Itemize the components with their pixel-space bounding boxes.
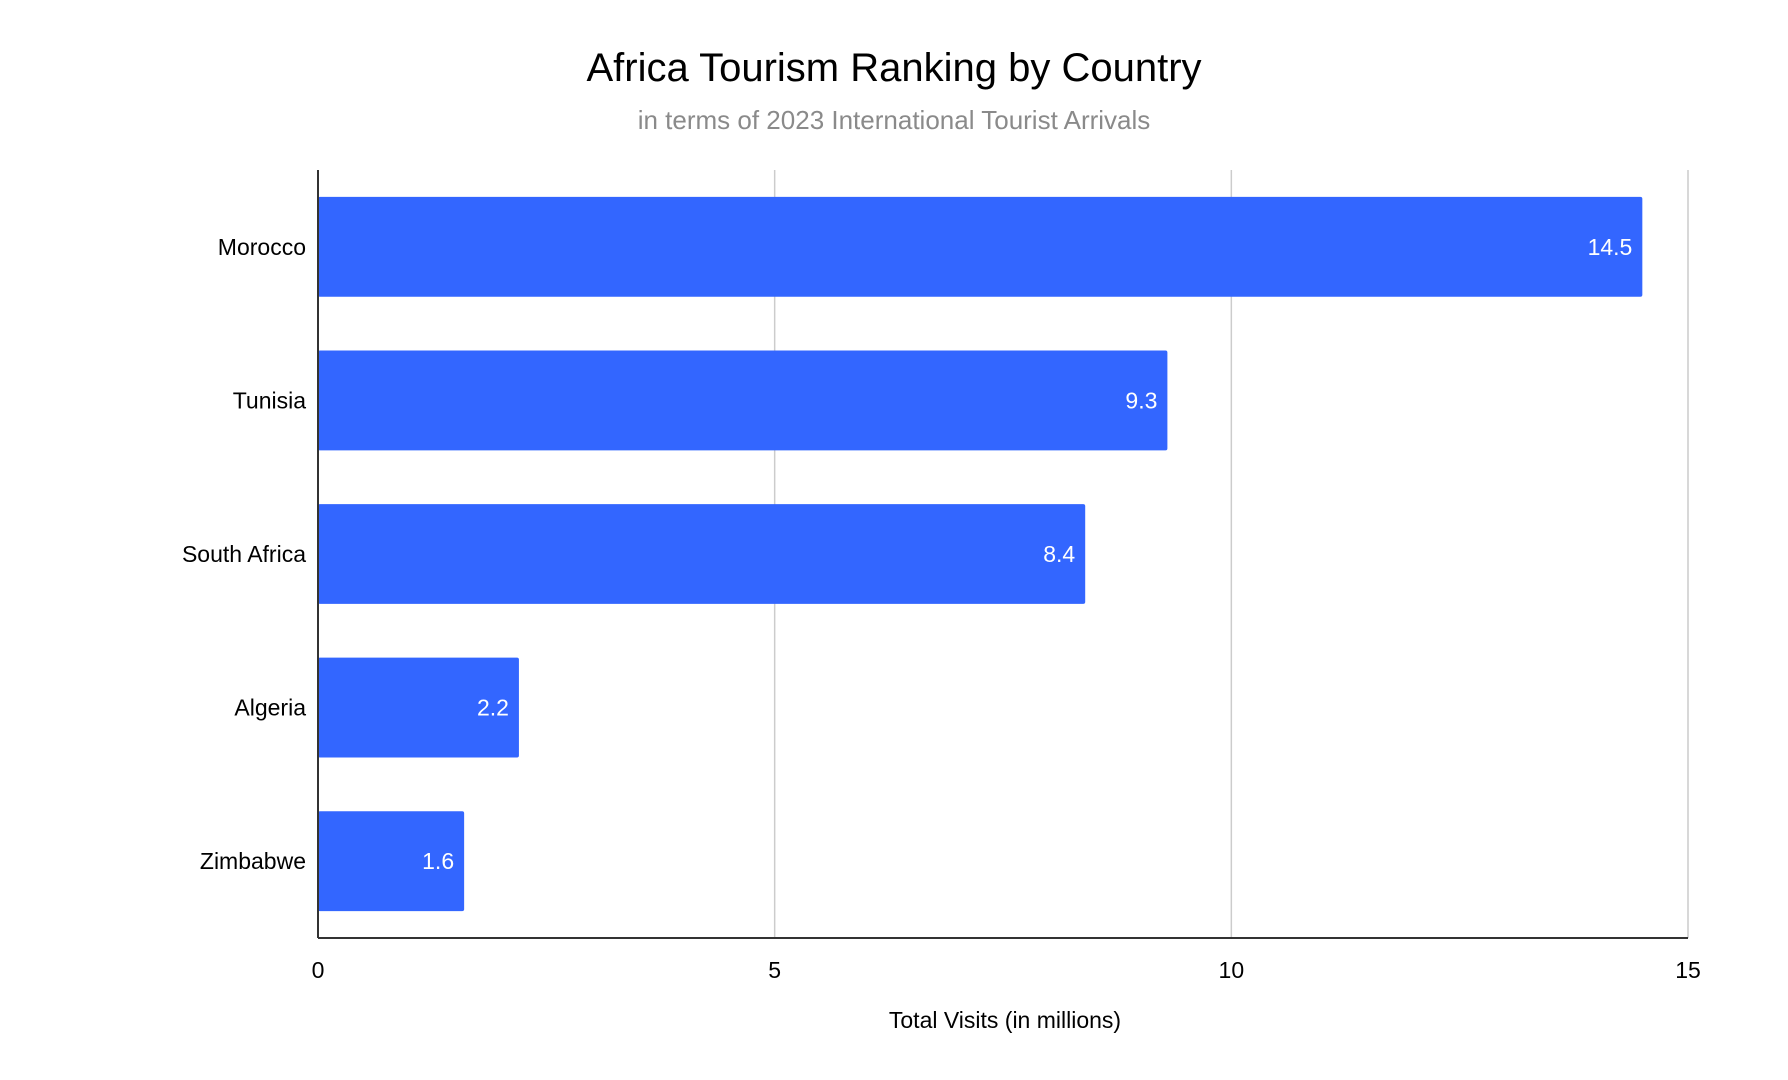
data-label-algeria: 2.2 — [477, 695, 509, 721]
x-tick-label-15: 15 — [1675, 957, 1701, 983]
x-tick-label-10: 10 — [1219, 957, 1245, 983]
data-label-zimbabwe: 1.6 — [422, 848, 454, 874]
chart-subtitle: in terms of 2023 International Tourist A… — [637, 105, 1151, 135]
category-label-south-africa: South Africa — [182, 541, 306, 567]
category-label-algeria: Algeria — [234, 695, 306, 721]
data-label-morocco: 14.5 — [1588, 234, 1633, 260]
category-label-tunisia: Tunisia — [233, 387, 306, 413]
axes — [317, 170, 1688, 939]
bars — [318, 196, 1643, 912]
chart-title: Africa Tourism Ranking by Country — [586, 46, 1202, 90]
bar-zimbabwe — [318, 811, 465, 912]
x-tick-label-0: 0 — [312, 957, 325, 983]
x-tick-label-5: 5 — [768, 957, 781, 983]
category-label-morocco: Morocco — [218, 234, 306, 260]
labels: 0 5 10 15 Morocco 14.5 Tunisia 9.3 South Africa 8… — [182, 234, 1701, 983]
category-label-zimbabwe: Zimbabwe — [200, 848, 306, 874]
bar-south-africa — [318, 504, 1086, 604]
data-label-tunisia: 9.3 — [1125, 387, 1157, 413]
bar-morocco — [318, 196, 1643, 297]
bar-algeria — [318, 657, 519, 758]
x-axis-title: Total Visits (in millions) — [889, 1007, 1121, 1033]
bar-tunisia — [318, 350, 1168, 451]
data-label-south-africa: 8.4 — [1043, 541, 1075, 567]
